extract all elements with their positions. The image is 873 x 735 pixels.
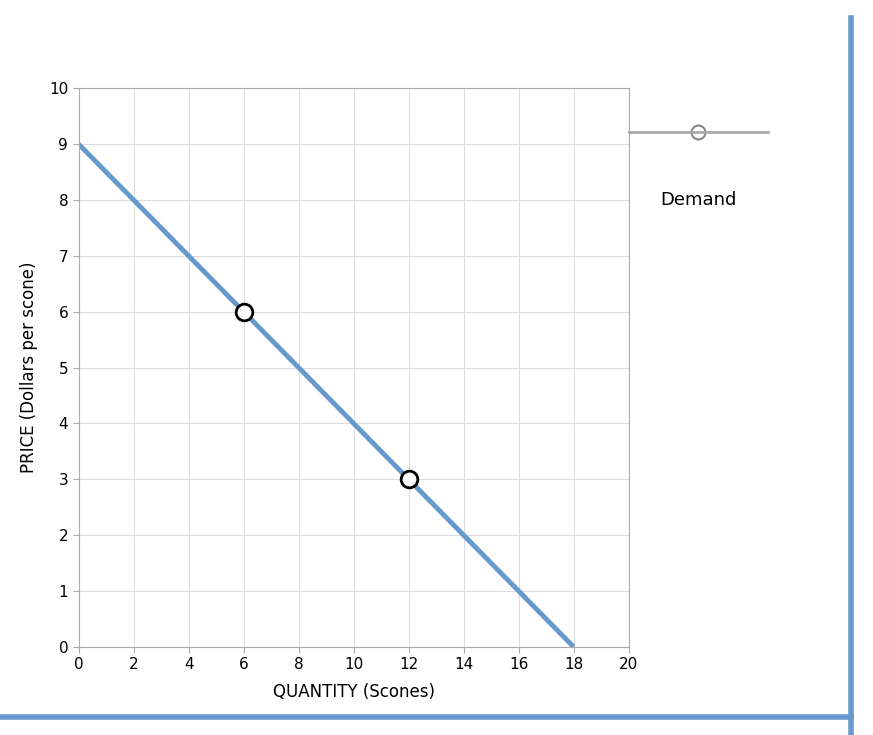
Y-axis label: PRICE (Dollars per scone): PRICE (Dollars per scone): [20, 262, 38, 473]
X-axis label: QUANTITY (Scones): QUANTITY (Scones): [272, 684, 435, 701]
Text: Demand: Demand: [660, 191, 737, 209]
